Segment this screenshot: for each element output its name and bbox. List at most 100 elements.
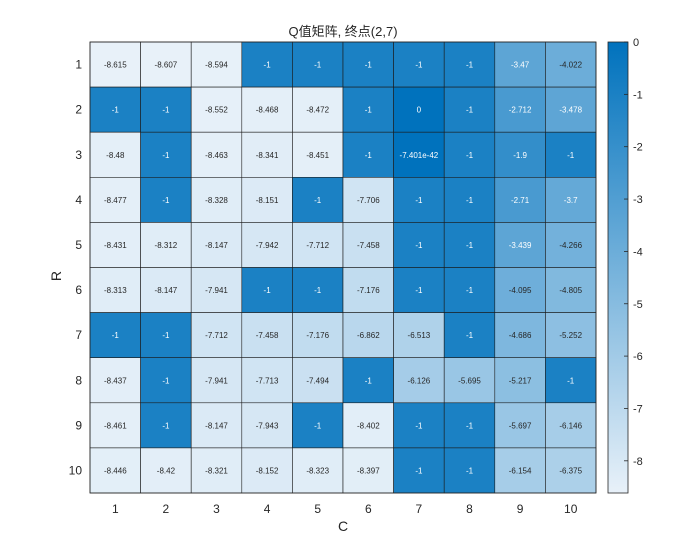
cell-label-r4-c6: -7.706 <box>357 196 380 205</box>
cell-label-r10-c9: -6.154 <box>509 466 532 475</box>
cell-label-r4-c3: -8.328 <box>205 196 228 205</box>
heatmap-cell-r1-c6 <box>342 41 394 88</box>
heatmap-cell-r5-c4 <box>241 222 293 268</box>
cell-label-r7-c2: -1 <box>162 331 170 340</box>
cell-label-r9-c3: -8.147 <box>205 421 228 430</box>
y-tick-label-10: 10 <box>69 463 83 477</box>
heatmap-cell-r2-c4 <box>241 86 293 133</box>
cell-label-r10-c4: -8.152 <box>256 466 279 475</box>
cell-label-r8-c6: -1 <box>365 376 373 385</box>
heatmap-cell-r3-c7 <box>393 131 445 178</box>
cell-label-r5-c6: -7.458 <box>357 241 380 250</box>
heatmap-cell-r5-c2 <box>140 222 192 268</box>
x-tick-label-6: 6 <box>365 502 372 516</box>
heatmap-cell-r5-c3 <box>190 222 243 268</box>
heatmap-cell-r2-c3 <box>190 86 243 133</box>
colorbar <box>607 41 629 494</box>
colorbar-tick-label: -7 <box>633 403 643 415</box>
heatmap-cell-r3-c2 <box>140 131 192 178</box>
cell-label-r3-c7: -7.401e-42 <box>400 151 439 160</box>
cell-label-r8-c7: -6.126 <box>408 376 431 385</box>
cell-label-r9-c8: -1 <box>466 421 474 430</box>
cell-label-r1-c6: -1 <box>365 61 373 70</box>
cell-label-r6-c2: -8.147 <box>155 286 178 295</box>
heatmap-cell-r2-c1 <box>89 86 141 133</box>
cell-label-r1-c1: -8.615 <box>104 61 127 70</box>
heatmap-cell-r3-c9 <box>494 131 546 178</box>
heatmap-cell-r7-c1 <box>89 312 141 359</box>
cell-label-r2-c10: -3.478 <box>559 106 582 115</box>
cell-label-r2-c8: -1 <box>466 106 474 115</box>
cell-label-r2-c6: -1 <box>365 106 373 115</box>
heatmap-cell-r4-c9 <box>494 177 546 223</box>
cell-label-r2-c3: -8.552 <box>205 106 228 115</box>
heatmap-cell-r1-c9 <box>494 41 546 88</box>
cell-label-r5-c5: -7.712 <box>306 241 329 250</box>
heatmap-cell-r7-c4 <box>241 312 293 359</box>
cell-label-r3-c6: -1 <box>365 151 373 160</box>
cell-label-r6-c10: -4.805 <box>559 286 582 295</box>
y-tick-label-7: 7 <box>75 328 82 342</box>
x-tick-label-5: 5 <box>314 502 321 516</box>
cell-label-r8-c5: -7.494 <box>306 376 329 385</box>
cell-label-r9-c5: -1 <box>314 421 322 430</box>
cell-label-r9-c10: -6.146 <box>559 421 582 430</box>
y-tick-label-8: 8 <box>75 373 82 387</box>
cell-label-r9-c1: -8.461 <box>104 421 127 430</box>
heatmap-cell-r4-c3 <box>190 177 243 223</box>
heatmap-cell-r6-c4 <box>241 267 293 313</box>
cell-label-r2-c9: -2.712 <box>509 106 532 115</box>
heatmap-cell-r4-c2 <box>140 177 192 223</box>
cell-label-r6-c4: -1 <box>264 286 272 295</box>
cell-label-r10-c1: -8.446 <box>104 466 127 475</box>
cell-label-r10-c2: -8.42 <box>157 466 176 475</box>
heatmap-cell-r4-c5 <box>292 177 344 223</box>
cell-label-r5-c4: -7.942 <box>256 241 279 250</box>
cell-label-r1-c5: -1 <box>314 61 322 70</box>
cell-label-r2-c5: -8.472 <box>306 106 329 115</box>
colorbar-tick-label: -4 <box>633 246 643 258</box>
x-tick-label-4: 4 <box>264 502 271 516</box>
cell-label-r6-c1: -8.313 <box>104 286 127 295</box>
cell-label-r10-c10: -6.375 <box>559 466 582 475</box>
heatmap-cell-r2-c2 <box>140 86 192 133</box>
cell-label-r1-c3: -8.594 <box>205 61 228 70</box>
cell-label-r5-c10: -4.266 <box>559 241 582 250</box>
colorbar-tick-label: -2 <box>633 142 643 154</box>
cell-label-r5-c9: -3.439 <box>509 241 532 250</box>
x-tick-label-9: 9 <box>517 502 524 516</box>
heatmap-cell-r2-c9 <box>494 86 546 133</box>
cell-label-r9-c4: -7.943 <box>256 421 279 430</box>
cell-label-r4-c2: -1 <box>162 196 170 205</box>
cell-label-r5-c2: -8.312 <box>155 241 178 250</box>
heatmap-cell-r6-c1 <box>89 267 141 313</box>
cell-label-r2-c2: -1 <box>162 106 170 115</box>
cell-label-r4-c4: -8.151 <box>256 196 279 205</box>
heatmap-cell-r10-c10 <box>545 447 597 494</box>
heatmap-cell-r7-c5 <box>292 312 344 359</box>
y-tick-label-5: 5 <box>75 238 82 252</box>
cell-label-r6-c5: -1 <box>314 286 322 295</box>
heatmap-cell-r6-c9 <box>494 267 546 313</box>
cell-label-r3-c2: -1 <box>162 151 170 160</box>
heatmap-cell-r8-c5 <box>292 357 344 404</box>
heatmap-cell-r10-c4 <box>241 447 293 494</box>
cell-label-r3-c3: -8.463 <box>205 151 228 160</box>
colorbar-tick-label: -1 <box>633 89 643 101</box>
cell-label-r5-c1: -8.431 <box>104 241 127 250</box>
cell-label-r1-c9: -3.47 <box>511 61 530 70</box>
heatmap-cell-r3-c8 <box>443 131 496 178</box>
heatmap-cell-r8-c6 <box>342 357 394 404</box>
y-tick-label-9: 9 <box>75 418 82 432</box>
heatmap-cell-r7-c3 <box>190 312 243 359</box>
cell-label-r1-c10: -4.022 <box>559 61 582 70</box>
cell-label-r3-c4: -8.341 <box>256 151 279 160</box>
colorbar-tick-label: -8 <box>633 456 643 468</box>
cell-label-r10-c7: -1 <box>415 466 423 475</box>
cell-label-r4-c8: -1 <box>466 196 474 205</box>
heatmap-cell-r8-c2 <box>140 357 192 404</box>
cell-label-r8-c9: -5.217 <box>509 376 532 385</box>
cell-label-r9-c9: -5.697 <box>509 421 532 430</box>
cell-label-r8-c3: -7.941 <box>205 376 228 385</box>
cell-label-r7-c9: -4.686 <box>509 331 532 340</box>
